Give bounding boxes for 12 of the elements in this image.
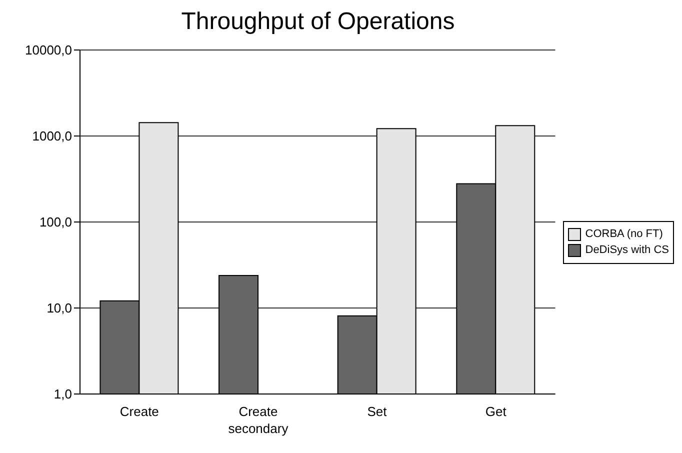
legend-label: CORBA (no FT) (585, 228, 663, 240)
x-tick-label: Create (120, 404, 159, 419)
y-tick-label: 10,0 (46, 300, 72, 316)
y-tick-label: 100,0 (39, 214, 72, 230)
y-tick-label: 1,0 (54, 386, 72, 402)
x-tick-label: Create secondary (228, 404, 289, 436)
x-tick-label: Get (485, 404, 507, 419)
x-tick-label: Set (367, 404, 388, 419)
legend-label: DeDiSys with CS (585, 244, 669, 256)
y-tick-label: 1000,0 (32, 128, 72, 144)
y-tick-label: 10000,0 (25, 42, 72, 58)
chart-title: Throughput of Operations (180, 8, 456, 37)
